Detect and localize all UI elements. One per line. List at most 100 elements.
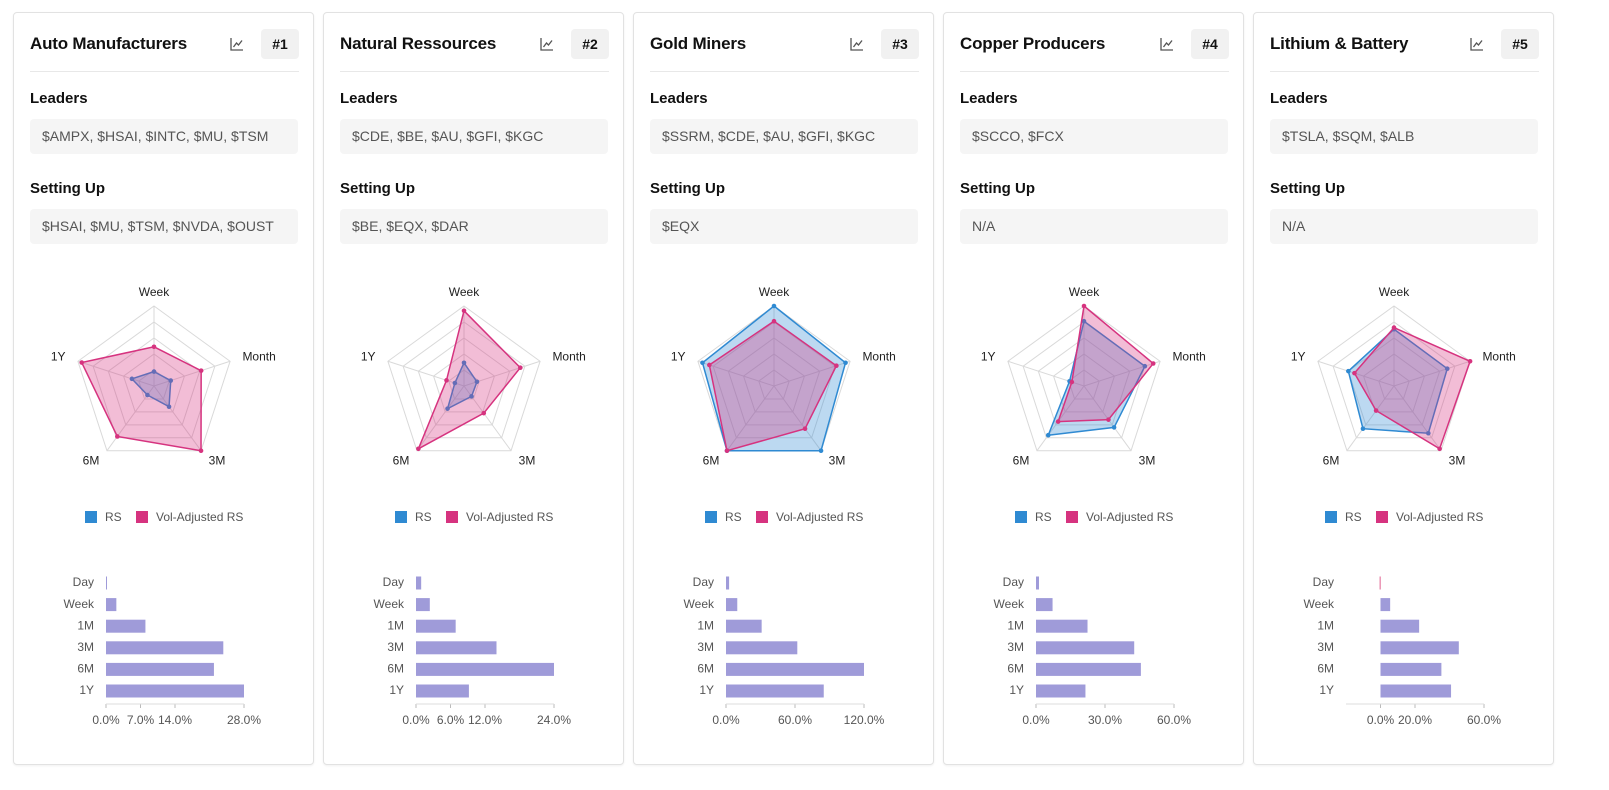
radar-point	[145, 392, 150, 398]
bar	[1380, 641, 1459, 655]
axis-label: 1Y	[981, 349, 996, 363]
bar	[726, 598, 738, 612]
radar-point	[834, 363, 839, 369]
section-label: Setting Up	[1270, 180, 1345, 197]
charts: Week Month 3M 6M 1Y RS Vol-Adjusted RS Day Week 1…	[1291, 285, 1516, 727]
bar	[726, 641, 798, 655]
bar	[1379, 576, 1381, 590]
rank-badge: #4	[1191, 29, 1229, 59]
axis-label: 6M	[393, 453, 410, 467]
legend-label: RS	[415, 510, 432, 524]
axis-label: Week	[759, 285, 790, 299]
axis-label: 6M	[703, 453, 720, 467]
spoke	[1393, 360, 1471, 387]
bar	[726, 662, 864, 676]
legend-swatch	[85, 511, 97, 523]
grid-ring	[1068, 369, 1100, 400]
bar-category: 3M	[1007, 640, 1024, 654]
section-label: Setting Up	[960, 180, 1035, 197]
bar-category: 3M	[697, 640, 714, 654]
grid-ring	[77, 305, 231, 452]
bar	[416, 641, 497, 655]
bar-category: Day	[1003, 575, 1024, 589]
radar-point	[843, 360, 848, 366]
legend-label: Vol-Adjusted RS	[1396, 510, 1483, 524]
bar-category: 1Y	[699, 683, 714, 697]
axis-label: 1Y	[361, 349, 376, 363]
radar-point	[198, 448, 204, 454]
bar-category: Day	[1313, 575, 1334, 589]
radar-area	[1353, 326, 1472, 450]
bar-category: Week	[374, 597, 405, 611]
grid-ring	[742, 353, 806, 413]
radar-area	[1057, 304, 1155, 423]
radar-area	[416, 309, 522, 451]
x-tick-label: 28.0%	[227, 713, 261, 727]
ticker-list: $CDE, $BE, $AU, $GFI, $KGC	[340, 119, 608, 154]
legend-label: Vol-Adjusted RS	[466, 510, 553, 524]
radar-point	[802, 426, 808, 432]
bar-category: 3M	[387, 640, 404, 654]
spoke	[416, 385, 465, 452]
bar	[1036, 576, 1039, 590]
radar-point	[724, 448, 730, 454]
bar	[416, 576, 422, 590]
bar-category: 1M	[697, 618, 714, 632]
radar-point	[1426, 430, 1431, 436]
bar	[1380, 662, 1442, 676]
bar-category: Day	[383, 575, 404, 589]
bar	[106, 641, 224, 655]
grid-ring	[92, 321, 216, 439]
bar	[1380, 619, 1420, 633]
radar-point	[166, 404, 172, 410]
legend-swatch	[395, 511, 407, 523]
radar-point	[1045, 432, 1051, 438]
chart-icon[interactable]	[539, 36, 555, 52]
section-label: Leaders	[960, 90, 1018, 107]
axis-label: Week	[1379, 285, 1410, 299]
chart-icon[interactable]	[1469, 36, 1485, 52]
bar-category: Week	[684, 597, 715, 611]
grid-ring	[1378, 369, 1410, 400]
spoke	[1393, 385, 1442, 452]
rank-badge: #2	[571, 29, 609, 59]
bar	[726, 619, 762, 633]
bar-category: 1M	[1007, 618, 1024, 632]
bar	[1036, 598, 1053, 612]
radar-point	[151, 369, 157, 374]
section-label: Setting Up	[30, 180, 105, 197]
x-tick-label: 20.0%	[1398, 713, 1432, 727]
bar-category: 3M	[77, 640, 94, 654]
bar-category: 1Y	[1319, 683, 1334, 697]
ticker-list: $AMPX, $HSAI, $INTC, $MU, $TSM	[30, 119, 298, 154]
chart-icon[interactable]	[1159, 36, 1175, 52]
spoke	[387, 360, 465, 387]
radar-point	[1055, 419, 1061, 424]
axis-label: 6M	[1013, 453, 1030, 467]
radar-point	[151, 344, 157, 350]
ticker-list: N/A	[960, 209, 1228, 244]
x-tick-label: 0.0%	[1367, 713, 1395, 727]
legend-label: RS	[1035, 510, 1052, 524]
grid-ring	[1362, 353, 1426, 413]
bar	[106, 576, 107, 590]
bar	[106, 598, 117, 612]
bar	[726, 576, 730, 590]
chart-icon[interactable]	[229, 36, 245, 52]
divider	[30, 71, 299, 72]
x-tick-label: 24.0%	[537, 713, 571, 727]
charts: Week Month 3M 6M 1Y RS Vol-Adjusted RS Day Week 1…	[671, 285, 896, 727]
bar-category: 1Y	[1009, 683, 1024, 697]
radar-point	[474, 379, 480, 385]
radar-point	[79, 360, 85, 365]
axis-label: 3M	[209, 453, 226, 467]
grid-ring	[1052, 353, 1116, 413]
chart-icon[interactable]	[849, 36, 865, 52]
bar-category: 6M	[697, 662, 714, 676]
radar-point	[700, 360, 705, 366]
grid-ring	[1317, 305, 1471, 452]
legend-swatch	[756, 511, 768, 523]
axis-label: 1Y	[51, 349, 66, 363]
ticker-list: $SSRM, $CDE, $AU, $GFI, $KGC	[650, 119, 918, 154]
ticker-list: $SCCO, $FCX	[960, 119, 1228, 154]
